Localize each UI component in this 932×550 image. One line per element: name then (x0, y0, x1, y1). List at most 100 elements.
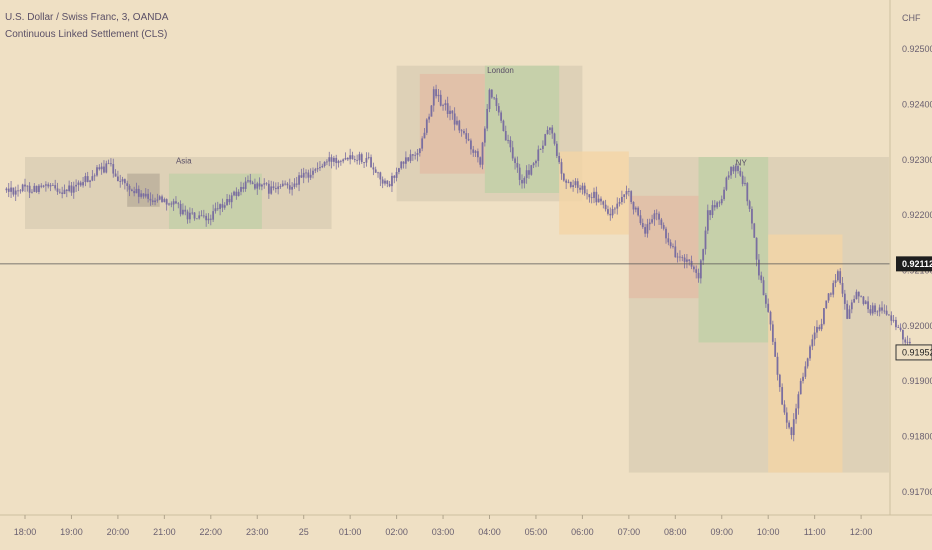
candle-body (332, 157, 335, 162)
candle-body (121, 179, 124, 182)
candle-body (100, 166, 103, 170)
candle-body (795, 408, 797, 420)
candle-body (388, 183, 391, 187)
candle-body (823, 308, 825, 324)
candle-body (574, 181, 577, 186)
candle-body (286, 183, 289, 186)
candle-body (86, 176, 89, 182)
candle-body (135, 188, 138, 194)
time-tick-label: 09:00 (710, 527, 733, 537)
candle-body (667, 238, 670, 243)
last-price-label: 0.91952 (902, 347, 932, 357)
candle-body (639, 215, 642, 224)
candle-body (449, 110, 451, 114)
candle-body (45, 184, 47, 186)
candle-body (177, 203, 180, 205)
price-tick-label: 0.92300 (902, 155, 932, 165)
candle-body (298, 175, 300, 185)
candle-body (79, 182, 82, 186)
candle-body (58, 191, 61, 193)
candle-body (730, 166, 732, 176)
candle-body (899, 327, 902, 330)
candle-body (785, 412, 788, 423)
candle-body (195, 218, 198, 220)
candle-body (281, 183, 284, 187)
candle-body (467, 138, 470, 141)
candle-body (337, 160, 340, 164)
candle-body (191, 212, 194, 214)
candle-body (51, 185, 54, 186)
candle-body (202, 215, 205, 217)
london-session-label: London (487, 66, 514, 75)
price-tick-label: 0.92000 (902, 321, 932, 331)
candle-body (774, 341, 777, 357)
time-axis[interactable]: 18:00 19:00 20:00 21:00 22:00 23:00 25 01:00 02:… (14, 515, 873, 537)
candle-body (497, 106, 500, 113)
candle-body (439, 94, 442, 106)
candle-body (641, 223, 644, 228)
candle-body (463, 131, 465, 134)
candle-body (216, 208, 219, 210)
ny-orange-block (768, 234, 843, 473)
candle-body (254, 184, 256, 189)
candle-body (542, 145, 544, 149)
candle-body (769, 311, 772, 325)
candle-body (356, 159, 359, 161)
candle-body (411, 154, 414, 156)
candle-body (228, 199, 231, 203)
candle-body (367, 157, 370, 158)
candle-body (49, 185, 52, 187)
candle-body (147, 193, 149, 199)
candle-body (746, 183, 749, 202)
crosshair-price-tag: 0.92112 (896, 256, 932, 272)
candle-body (321, 165, 324, 168)
candle-body (75, 184, 77, 187)
time-tick-label: 11:00 (804, 527, 826, 537)
candle-body (539, 148, 542, 150)
candle-body (869, 309, 872, 314)
candle-body (19, 190, 22, 192)
candle-body (89, 180, 91, 182)
candle-body (716, 202, 719, 208)
candle-body (753, 223, 756, 238)
price-tick-label: 0.92500 (902, 44, 932, 54)
candle-body (168, 203, 170, 205)
candle-body (674, 246, 677, 258)
candle-body (82, 182, 84, 186)
candle-body (871, 305, 874, 314)
candle-body (839, 271, 842, 284)
candle-body (161, 196, 163, 202)
candle-body (644, 227, 647, 234)
candle-body (114, 173, 117, 177)
candle-body (42, 185, 45, 187)
candle-body (504, 131, 507, 141)
candle-body (365, 157, 368, 163)
candle-body (175, 201, 177, 204)
candle-body (165, 199, 168, 205)
candle-body (35, 185, 38, 192)
candle-body (295, 183, 298, 185)
candle-body (495, 98, 498, 107)
candle-body (409, 154, 412, 161)
candle-body (830, 293, 832, 295)
time-tick-label: 10:00 (757, 527, 780, 537)
candle-body (525, 170, 528, 179)
candle-body (553, 133, 556, 144)
candle-body (28, 185, 31, 193)
candle-body (251, 182, 254, 185)
candle-body (384, 180, 386, 184)
candle-body (377, 172, 379, 174)
candle-body (600, 198, 602, 202)
candle-body (653, 213, 656, 220)
candle-body (247, 180, 249, 182)
candle-body (588, 194, 591, 198)
candle-body (864, 301, 867, 304)
candle-body (637, 207, 640, 216)
candle-body (627, 191, 630, 192)
candle-body (669, 242, 672, 247)
candle-body (737, 165, 739, 171)
candle-body (862, 296, 865, 304)
candle-body (209, 218, 212, 220)
candle-body (47, 184, 50, 187)
